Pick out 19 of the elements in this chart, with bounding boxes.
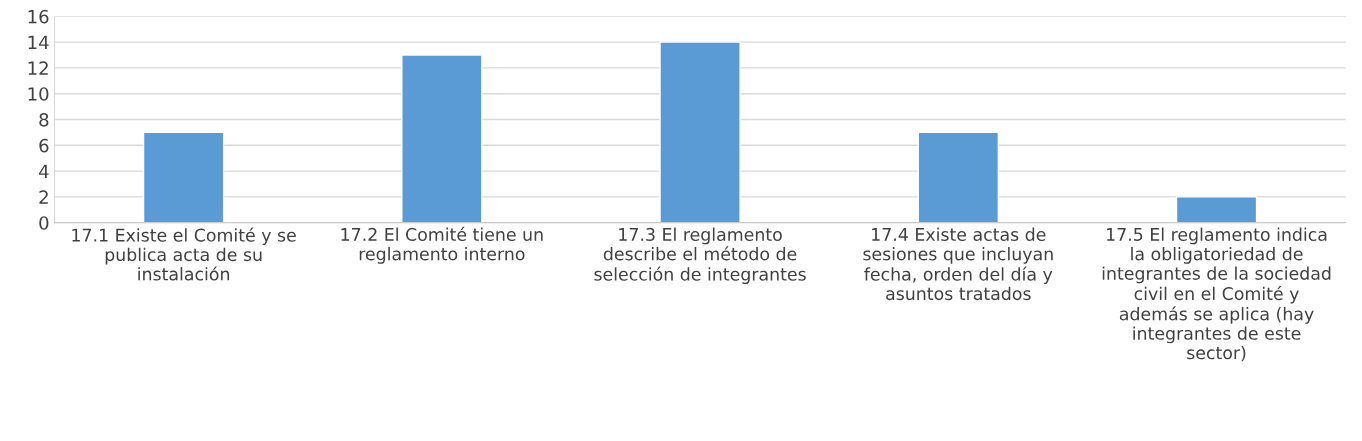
y-tick-label: 0: [39, 216, 49, 230]
bar: [917, 131, 1000, 223]
y-tick-label: 10: [28, 87, 49, 101]
bar: [1175, 196, 1258, 223]
x-tick-label: 17.1 Existe el Comité y se publica acta de su instalación: [72, 227, 296, 281]
bar: [659, 41, 741, 223]
y-tick-label: 2: [39, 190, 48, 204]
x-tick-label: 17.2 El Comité tiene un reglamento interno: [341, 226, 543, 264]
y-tick-label: 4: [39, 164, 49, 178]
bar: [142, 131, 225, 223]
y-tick-label: 14: [28, 35, 49, 49]
x-tick-label: 17.5 El reglamento indica la obligatoriedad de integrantes de la sociedad civil en el Comité y además se aplica (hay integrantes de este sector): [1102, 227, 1331, 362]
y-tick-label: 8: [39, 112, 49, 127]
x-tick-label: 17.4 Existe actas de sesiones que incluyan fecha, orden del día y asuntos tratados: [863, 227, 1053, 301]
bar: [401, 54, 483, 223]
y-tick-label: 16: [28, 9, 49, 24]
x-tick-label: 17.3 El reglamento describe el método de selección de integrantes: [594, 227, 806, 285]
y-tick-label: 6: [39, 138, 49, 153]
y-tick-label: 12: [28, 61, 48, 75]
